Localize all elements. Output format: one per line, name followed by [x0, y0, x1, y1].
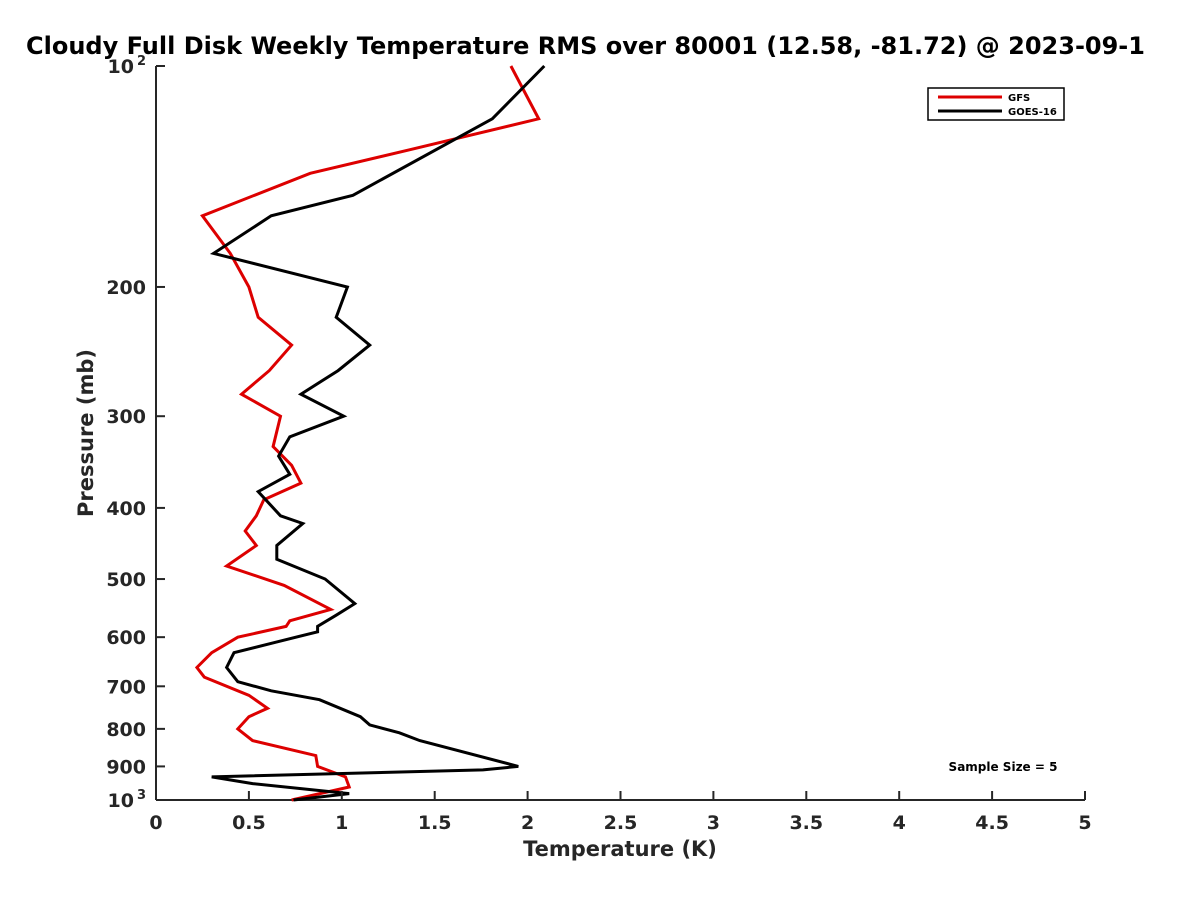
plot-area — [155, 64, 1085, 802]
x-tick-label: 2.5 — [604, 812, 638, 834]
x-tick-label: 1 — [335, 812, 348, 834]
y-tick-label: 300 — [106, 406, 146, 428]
x-tick-label: 4 — [893, 812, 906, 834]
y-tick-exponent: 3 — [137, 788, 146, 803]
y-tick-label: 700 — [106, 676, 146, 698]
sample-size-annotation: Sample Size = 5 — [949, 760, 1058, 774]
legend-label: GOES-16 — [1008, 107, 1057, 118]
y-tick-label: 600 — [106, 627, 146, 649]
y-tick-label: 900 — [106, 756, 146, 778]
series-line-goes-16 — [209, 64, 546, 802]
x-tick-label: 3.5 — [789, 812, 823, 834]
y-tick-label: 200 — [106, 277, 146, 299]
x-tick-label: 3 — [707, 812, 720, 834]
x-tick-label: 0 — [149, 812, 162, 834]
y-axis-label: Pressure (mb) — [74, 349, 98, 517]
y-tick-label: 400 — [106, 498, 146, 520]
x-axis-ticks: 0 0.5 1 1.5 2 2.5 3 3.5 4 4.5 5 — [149, 791, 1092, 834]
x-tick-label: 0.5 — [232, 812, 266, 834]
x-tick-label: 2 — [521, 812, 534, 834]
chart-title: Cloudy Full Disk Weekly Temperature RMS … — [26, 32, 1145, 60]
x-tick-label: 4.5 — [975, 812, 1009, 834]
x-tick-label: 5 — [1078, 812, 1091, 834]
y-tick-label: 500 — [106, 569, 146, 591]
y-tick-label: 10 — [108, 56, 134, 78]
x-axis-label: Temperature (K) — [523, 837, 717, 861]
legend-box — [927, 87, 1065, 121]
legend-label: GFS — [1008, 93, 1030, 104]
x-tick-label: 1.5 — [418, 812, 452, 834]
y-tick-exponent: 2 — [137, 54, 146, 69]
y-tick-label: 800 — [106, 719, 146, 741]
series-line-gfs — [194, 65, 541, 802]
legend: GFS GOES-16 — [927, 87, 1065, 121]
y-tick-label: 10 — [108, 790, 134, 812]
